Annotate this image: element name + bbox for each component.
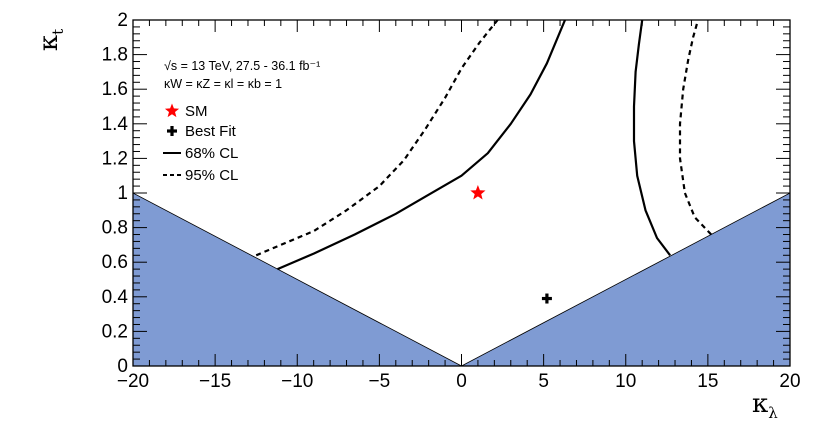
legend-label: 68% CL	[185, 145, 238, 162]
y-axis-title: κt	[34, 29, 67, 51]
legend-label: 95% CL	[185, 167, 238, 184]
excluded-region-1	[132, 192, 462, 367]
legend-sm-star	[164, 103, 180, 118]
x-tick-labels: −20 −15 −10 −5 0 5 10 15 20	[117, 371, 801, 392]
x-tick-label: 20	[779, 371, 800, 392]
point-markers	[470, 185, 552, 304]
y-tick-label: 0.8	[102, 218, 128, 239]
y-tick-label: 0	[117, 356, 128, 377]
x-tick-label: 10	[615, 371, 636, 392]
legend-item-68-cl: 68% CL	[163, 145, 238, 162]
y-tick-label: 0.4	[102, 287, 129, 308]
axis-ticks	[132, 19, 791, 367]
68cl-contour-2	[632, 20, 671, 256]
95cl-contour-3	[255, 20, 499, 257]
y-tick-label: 2	[117, 10, 128, 31]
x-tick-label: −20	[117, 371, 149, 392]
best-fit-marker	[541, 293, 552, 304]
y-tick-label: 1.8	[102, 45, 128, 66]
confidence-contours	[255, 20, 712, 271]
y-tick-label: 1	[117, 183, 128, 204]
sm-star-marker	[470, 185, 486, 200]
legend: SM Best Fit 68% CL 95% CL	[163, 103, 238, 184]
y-tick-label: 1.2	[102, 148, 128, 169]
x-tick-label: −10	[281, 371, 313, 392]
excluded-region-2	[461, 192, 791, 367]
68cl-contour-1	[277, 20, 567, 271]
legend-item-sm: SM	[164, 103, 208, 120]
x-tick-label: −15	[199, 371, 231, 392]
y-tick-label: 0.6	[102, 252, 128, 273]
legend-best-fit-cross	[167, 126, 177, 136]
x-tick-label: 0	[456, 371, 467, 392]
95cl-contour-4	[678, 20, 712, 236]
x-axis-title: κλ	[752, 389, 778, 422]
y-tick-labels: 0 0.2 0.4 0.6 0.8 1 1.2 1.4 1.6 1.8 2	[102, 10, 129, 377]
x-tick-label: 5	[538, 371, 549, 392]
x-tick-label: −5	[369, 371, 391, 392]
y-tick-label: 1.6	[102, 79, 128, 100]
coupling-annotation: κW = κZ = κl = κb = 1	[164, 77, 282, 91]
y-tick-label: 0.2	[102, 321, 128, 342]
legend-item-best-fit: Best Fit	[167, 123, 237, 140]
legend-label: Best Fit	[185, 123, 237, 140]
energy-lumi-annotation: √s = 13 TeV, 27.5 - 36.1 fb⁻¹	[164, 59, 320, 73]
legend-item-95-cl: 95% CL	[163, 167, 238, 184]
legend-label: SM	[185, 103, 208, 120]
y-tick-label: 1.4	[102, 114, 129, 135]
x-tick-label: 15	[697, 371, 718, 392]
excluded-regions	[132, 192, 791, 367]
